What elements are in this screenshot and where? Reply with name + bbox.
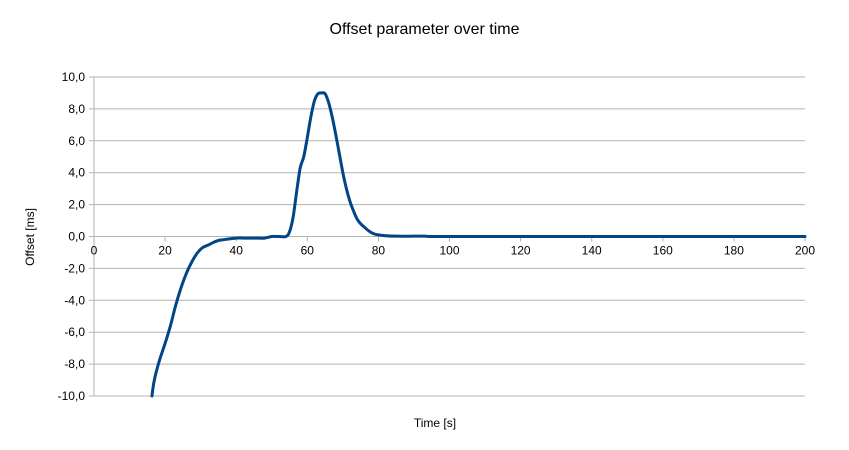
y-tick-label: 10,0 [62, 70, 86, 84]
y-tick-label: -10,0 [58, 389, 86, 403]
x-tick-label: 160 [653, 244, 673, 258]
y-tick-label: 6,0 [68, 134, 85, 148]
y-tick-label: 0,0 [68, 230, 85, 244]
y-tick-label: 8,0 [68, 102, 85, 116]
x-axis-title: Time [s] [414, 416, 456, 430]
x-axis-ticks: 0 20 40 60 80 100 120 140 160 180 200 [91, 244, 816, 258]
y-axis-title: Offset [ms] [23, 208, 37, 266]
y-tick-label: 2,0 [68, 198, 85, 212]
chart-title: Offset parameter over time [330, 21, 520, 38]
x-tick-label: 20 [158, 244, 172, 258]
x-tick-label: 0 [91, 244, 98, 258]
y-tick-label: -4,0 [64, 293, 85, 307]
x-tick-label: 60 [301, 244, 315, 258]
y-tick-label: -8,0 [64, 357, 85, 371]
x-tick-label: 140 [582, 244, 602, 258]
x-tick-label: 180 [724, 244, 744, 258]
y-tick-label: -6,0 [64, 325, 85, 339]
x-tick-label: 100 [439, 244, 459, 258]
y-tick-label: 4,0 [68, 166, 85, 180]
x-tick-label: 40 [230, 244, 244, 258]
x-tick-label: 200 [795, 244, 815, 258]
y-axis-ticks: -10,0 -8,0 -6,0 -4,0 -2,0 0,0 2,0 4,0 6,0 8,0 10,0 [58, 70, 86, 403]
y-tick-label: -2,0 [64, 261, 85, 275]
series-group [150, 91, 807, 398]
series-line [150, 91, 807, 398]
x-tick-label: 120 [511, 244, 531, 258]
x-tick-label: 80 [372, 244, 386, 258]
